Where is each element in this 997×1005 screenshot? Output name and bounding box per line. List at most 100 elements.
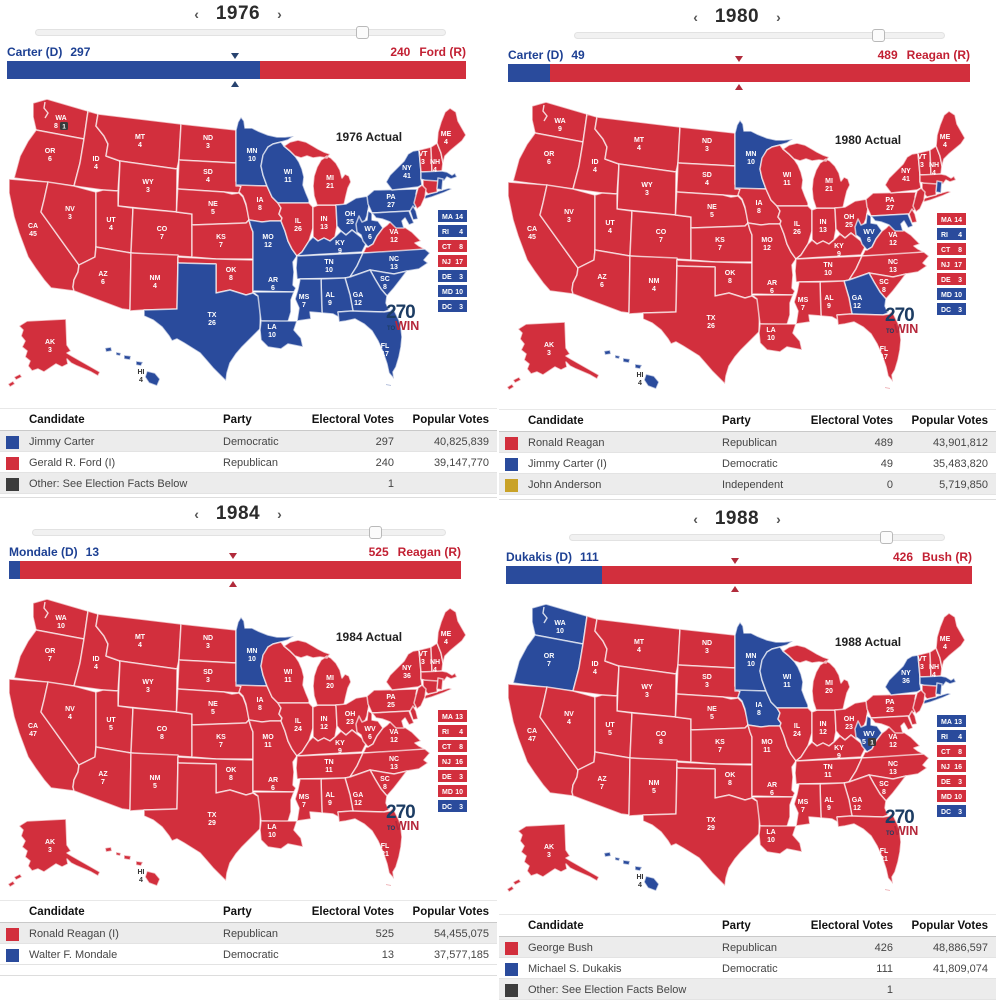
svg-text:10: 10 — [767, 837, 775, 844]
svg-text:AR: AR — [268, 277, 278, 284]
svg-text:4: 4 — [68, 714, 72, 721]
svg-text:MO: MO — [761, 739, 773, 746]
svg-text:14: 14 — [954, 217, 962, 224]
svg-text:TN: TN — [324, 759, 333, 766]
svg-text:MT: MT — [634, 639, 645, 646]
svg-text:4: 4 — [638, 882, 642, 889]
svg-text:OK: OK — [725, 270, 736, 277]
svg-text:12: 12 — [390, 237, 398, 244]
svg-text:NV: NV — [564, 711, 574, 718]
svg-text:TN: TN — [823, 764, 832, 771]
svg-text:CT: CT — [442, 244, 452, 251]
svg-text:7: 7 — [600, 784, 604, 791]
svg-text:4: 4 — [138, 642, 142, 649]
svg-text:CT: CT — [941, 749, 951, 756]
svg-text:11: 11 — [264, 742, 272, 749]
svg-text:LA: LA — [267, 824, 276, 831]
svg-text:NJ: NJ — [941, 764, 950, 771]
svg-text:NV: NV — [65, 706, 75, 713]
svg-text:8: 8 — [958, 749, 962, 756]
svg-text:41: 41 — [403, 173, 411, 180]
svg-text:SC: SC — [879, 279, 889, 286]
svg-text:CA: CA — [28, 223, 38, 230]
svg-text:3: 3 — [958, 779, 962, 786]
svg-text:12: 12 — [354, 300, 362, 307]
svg-text:11: 11 — [284, 177, 292, 184]
svg-text:OR: OR — [45, 148, 56, 155]
svg-text:VA: VA — [888, 734, 897, 741]
svg-text:UT: UT — [605, 722, 615, 729]
svg-text:3: 3 — [48, 347, 52, 354]
svg-text:6: 6 — [770, 790, 774, 797]
svg-text:VT: VT — [419, 651, 429, 658]
svg-text:8: 8 — [258, 205, 262, 212]
svg-text:7: 7 — [547, 661, 551, 668]
svg-text:SC: SC — [879, 781, 889, 788]
svg-text:10: 10 — [747, 159, 755, 166]
svg-text:8: 8 — [728, 278, 732, 285]
svg-text:47: 47 — [528, 736, 536, 743]
svg-text:NC: NC — [389, 756, 399, 763]
svg-text:RI: RI — [941, 232, 948, 239]
svg-text:12: 12 — [320, 724, 328, 731]
svg-text:DE: DE — [941, 779, 951, 786]
svg-text:IA: IA — [257, 697, 264, 704]
svg-text:ME: ME — [441, 631, 452, 638]
svg-text:FL: FL — [381, 843, 390, 850]
svg-text:NV: NV — [65, 206, 75, 213]
svg-text:CO: CO — [157, 226, 168, 233]
svg-text:MS: MS — [798, 297, 809, 304]
svg-text:5: 5 — [608, 730, 612, 737]
svg-text:NY: NY — [901, 168, 911, 175]
svg-text:NM: NM — [150, 275, 161, 282]
svg-text:KS: KS — [216, 234, 226, 241]
svg-text:10: 10 — [268, 332, 276, 339]
svg-text:WY: WY — [641, 182, 653, 189]
svg-text:9: 9 — [338, 748, 342, 755]
svg-text:7: 7 — [48, 656, 52, 663]
svg-text:12: 12 — [889, 240, 897, 247]
svg-text:MI: MI — [825, 680, 833, 687]
svg-text:MN: MN — [746, 653, 757, 660]
svg-text:OH: OH — [345, 711, 356, 718]
svg-text:29: 29 — [208, 820, 216, 827]
svg-text:DC: DC — [442, 804, 452, 811]
svg-text:3: 3 — [958, 277, 962, 284]
svg-text:RI: RI — [941, 734, 948, 741]
svg-text:VA: VA — [888, 232, 897, 239]
svg-text:AZ: AZ — [597, 274, 607, 281]
svg-text:7: 7 — [219, 242, 223, 249]
svg-text:6: 6 — [48, 156, 52, 163]
svg-text:13: 13 — [889, 267, 897, 274]
svg-text:3: 3 — [920, 664, 924, 671]
svg-text:20: 20 — [326, 683, 334, 690]
svg-text:8: 8 — [459, 744, 463, 751]
svg-text:NH: NH — [929, 664, 939, 671]
svg-text:NJ: NJ — [442, 259, 451, 266]
svg-text:1976 Actual: 1976 Actual — [336, 130, 402, 144]
svg-text:25: 25 — [346, 219, 354, 226]
svg-text:VT: VT — [918, 656, 928, 663]
svg-text:TO: TO — [886, 831, 895, 837]
svg-text:8: 8 — [757, 208, 761, 215]
svg-text:23: 23 — [346, 719, 354, 726]
svg-text:1984 Actual: 1984 Actual — [336, 630, 402, 644]
svg-text:IL: IL — [794, 221, 801, 228]
svg-text:10: 10 — [248, 656, 256, 663]
svg-text:HI: HI — [637, 874, 644, 881]
svg-text:20: 20 — [825, 688, 833, 695]
svg-text:WI: WI — [284, 669, 293, 676]
svg-text:VA: VA — [389, 729, 398, 736]
svg-text:13: 13 — [455, 714, 463, 721]
svg-text:MN: MN — [247, 148, 258, 155]
svg-text:DC: DC — [941, 307, 951, 314]
svg-text:WI: WI — [783, 172, 792, 179]
svg-text:TO: TO — [886, 329, 895, 335]
svg-text:RI: RI — [442, 729, 449, 736]
svg-text:LA: LA — [766, 829, 775, 836]
svg-text:NE: NE — [208, 201, 218, 208]
svg-text:9: 9 — [827, 303, 831, 310]
svg-text:21: 21 — [326, 183, 334, 190]
svg-text:VA: VA — [389, 229, 398, 236]
svg-text:3: 3 — [958, 307, 962, 314]
